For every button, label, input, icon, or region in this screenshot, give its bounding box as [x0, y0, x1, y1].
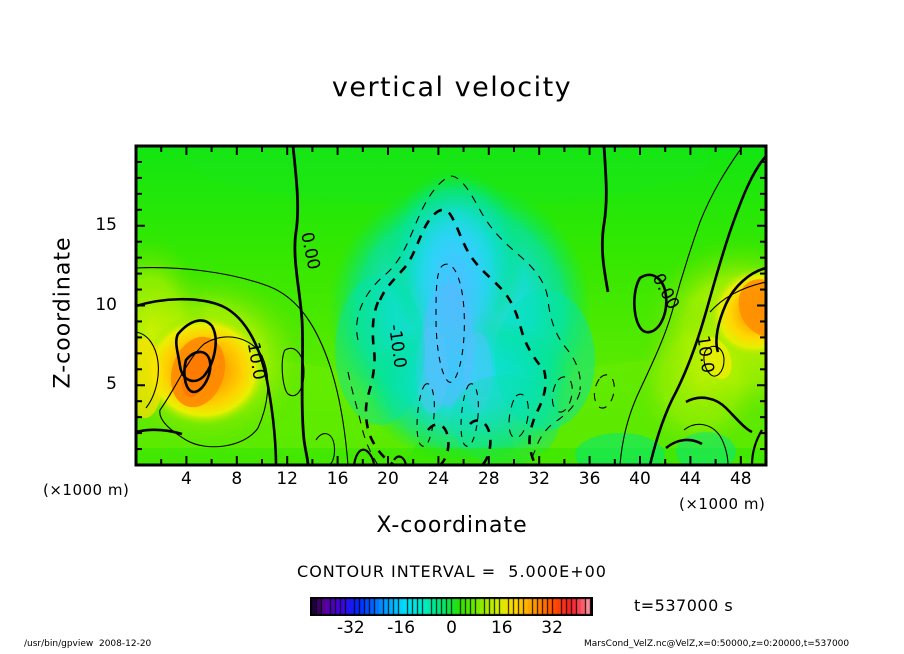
contour-lines [136, 146, 766, 465]
x-axis-label: X-coordinate [376, 513, 528, 538]
page-title: vertical velocity [331, 72, 573, 103]
y-tick-label: 10 [95, 294, 117, 315]
x-tick-label: 16 [326, 469, 349, 489]
contour-thin-mid [281, 348, 336, 465]
colorbar-tick-label: -32 [336, 618, 365, 638]
x-tick-label: 24 [427, 469, 450, 489]
contour-positive-thick [136, 297, 278, 465]
contour-positive-thin [136, 267, 349, 465]
contour-interval-caption: CONTOUR INTERVAL = 5.000E+00 [297, 562, 607, 581]
contour-negative-core [416, 263, 479, 447]
filled-contour-field [136, 146, 766, 465]
contour-zero-left [291, 146, 310, 465]
x-tick-label: 36 [578, 469, 601, 489]
x-tick-label: 12 [276, 469, 298, 489]
contour-positive-thick-right [633, 155, 766, 465]
x-tick-label: 4 [180, 469, 192, 489]
footer-dataset: MarsCond_VelZ.nc@VelZ,x=0:50000,z=0:2000… [584, 639, 850, 649]
x-tick-label: 20 [377, 469, 399, 489]
x-tick-label: 8 [231, 469, 243, 489]
colorbar-tick-label: -16 [387, 618, 416, 638]
y-axis-label: Z-coordinate [50, 236, 76, 389]
contour-zero-right [600, 146, 610, 293]
y-tick-label: 15 [95, 214, 117, 235]
colorbar-gradient [310, 597, 593, 616]
colorbar-tick-label: 16 [490, 618, 513, 638]
contour-positive-thin-right [619, 149, 766, 465]
x-tick-label: 32 [528, 469, 550, 489]
x-tick-label: 40 [629, 469, 651, 489]
x-tick-label: 44 [679, 469, 702, 489]
x-tick-label: 28 [477, 469, 500, 489]
colorbar-tick-label: 0 [446, 618, 457, 638]
contour-negative-thick [364, 208, 547, 465]
contour-negative-thin [347, 175, 615, 465]
time-annotation: t=537000 s [634, 596, 734, 615]
axis-frame [134, 144, 768, 467]
y-tick-label: 5 [106, 374, 117, 395]
x-unit-note-right: (×1000 m) [679, 495, 766, 513]
colorbar-tick-label: 32 [541, 618, 563, 638]
x-tick-label: 48 [729, 469, 752, 489]
footer-command: /usr/bin/gpview 2008-12-20 [24, 639, 152, 649]
colorbar [310, 597, 593, 616]
x-unit-note-left: (×1000 m) [43, 481, 130, 499]
